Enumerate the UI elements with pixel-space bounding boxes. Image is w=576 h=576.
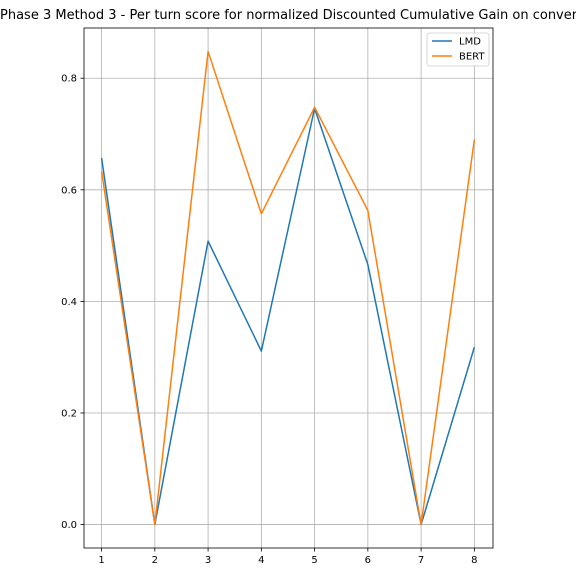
y-tick-label: 0.0: [61, 520, 77, 531]
series-line-bert: [100, 50, 476, 526]
legend: LMD BERT: [426, 32, 490, 67]
chart-title: Phase 3 Method 3 - Per turn score for no…: [0, 8, 576, 23]
x-tick-label: 6: [365, 555, 371, 566]
x-tick-label: 7: [418, 555, 424, 566]
x-tick-label: 4: [258, 555, 264, 566]
y-tick-label: 0.6: [61, 185, 77, 196]
x-tick-label: 1: [98, 555, 104, 566]
y-tick-label: 0.2: [61, 408, 77, 419]
x-tick-label: 5: [311, 555, 317, 566]
y-tick-label: 0.4: [61, 297, 77, 308]
series-group: [100, 50, 476, 526]
legend-label: LMD: [459, 37, 481, 48]
axis-ticks: 1 2 3 4 5 6 7 8 0.0 0.2 0.4 0.6 0.8: [61, 74, 477, 566]
series-line-lmd: [100, 107, 476, 526]
x-tick-label: 8: [471, 555, 477, 566]
legend-label: BERT: [459, 52, 485, 63]
x-tick-label: 2: [152, 555, 158, 566]
grid: [84, 28, 493, 548]
y-tick-label: 0.8: [61, 74, 77, 85]
plot-frame: [83, 27, 494, 549]
x-tick-label: 3: [205, 555, 211, 566]
